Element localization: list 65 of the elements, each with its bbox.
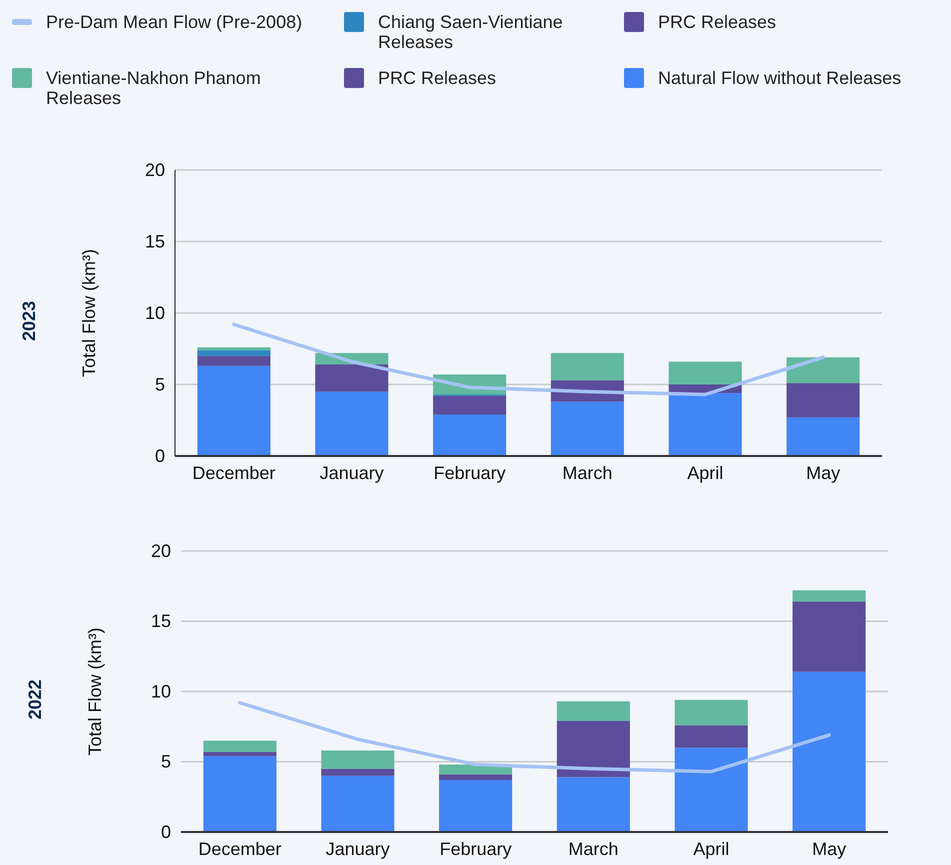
bar <box>197 356 270 366</box>
bar <box>786 357 860 384</box>
bar <box>792 672 866 832</box>
x-tick-label: May <box>812 838 846 859</box>
y-tick-label: 20 <box>150 540 171 561</box>
bar <box>786 417 860 456</box>
bar <box>203 756 276 832</box>
bar <box>197 350 270 356</box>
x-tick-label: December <box>192 462 276 483</box>
legend-label: Natural Flow without Releases <box>658 68 902 88</box>
bar <box>668 393 742 456</box>
y-tick-label: 5 <box>154 374 165 394</box>
bar <box>668 362 742 384</box>
bar <box>792 602 866 672</box>
bar <box>550 353 624 380</box>
legend-label: PRC Releases <box>658 12 776 32</box>
bar <box>433 414 506 456</box>
line-series <box>238 700 831 774</box>
y-axis-title: Total Flow (km³) <box>79 248 99 378</box>
legend-label: Vientiane-Nakhon Phanom Releases <box>46 68 261 108</box>
bar <box>556 721 630 778</box>
y-axis-title: Total Flow (km³) <box>85 627 105 756</box>
legend-label: Pre-Dam Mean Flow (Pre-2008) <box>46 12 302 32</box>
bar <box>556 777 630 832</box>
bar <box>674 725 748 748</box>
y-tick-label: 10 <box>150 681 171 702</box>
y-tick-label: 15 <box>144 231 165 252</box>
x-tick-label: February <box>434 462 506 483</box>
bar <box>550 402 624 456</box>
bar <box>674 748 748 832</box>
y-tick-label: 5 <box>160 752 171 772</box>
bar <box>321 776 394 832</box>
bar <box>315 364 388 392</box>
x-tick-label: December <box>198 838 282 859</box>
y-tick-label: 10 <box>144 302 165 323</box>
y-tick-label: 0 <box>154 446 165 466</box>
bar <box>203 740 276 752</box>
legend-label: PRC Releases <box>378 68 496 88</box>
x-tick-label: May <box>806 462 840 483</box>
x-tick-label: April <box>693 838 730 859</box>
bar <box>321 768 394 776</box>
bar <box>556 701 630 722</box>
bar <box>674 700 748 726</box>
bar <box>792 590 866 602</box>
bar <box>197 366 270 456</box>
bar <box>433 396 506 415</box>
text: 2023 <box>19 300 39 342</box>
x-tick-label: January <box>326 838 390 859</box>
bar <box>203 752 276 756</box>
x-tick-label: February <box>440 838 512 859</box>
legend-label: Chiang Saen-Vientiane Releases <box>378 12 563 52</box>
x-tick-label: March <box>562 462 612 483</box>
bar <box>321 750 394 769</box>
y-tick-label: 20 <box>144 160 165 180</box>
text: 2022 <box>25 679 45 720</box>
line-series <box>232 322 825 396</box>
x-tick-label: April <box>687 462 724 483</box>
bar <box>315 392 388 456</box>
bar <box>439 774 512 780</box>
x-tick-label: March <box>568 838 618 859</box>
y-tick-label: 15 <box>150 611 171 632</box>
bar <box>439 780 512 832</box>
y-tick-label: 0 <box>160 822 171 842</box>
x-tick-label: January <box>320 462 384 483</box>
bar <box>786 383 860 418</box>
